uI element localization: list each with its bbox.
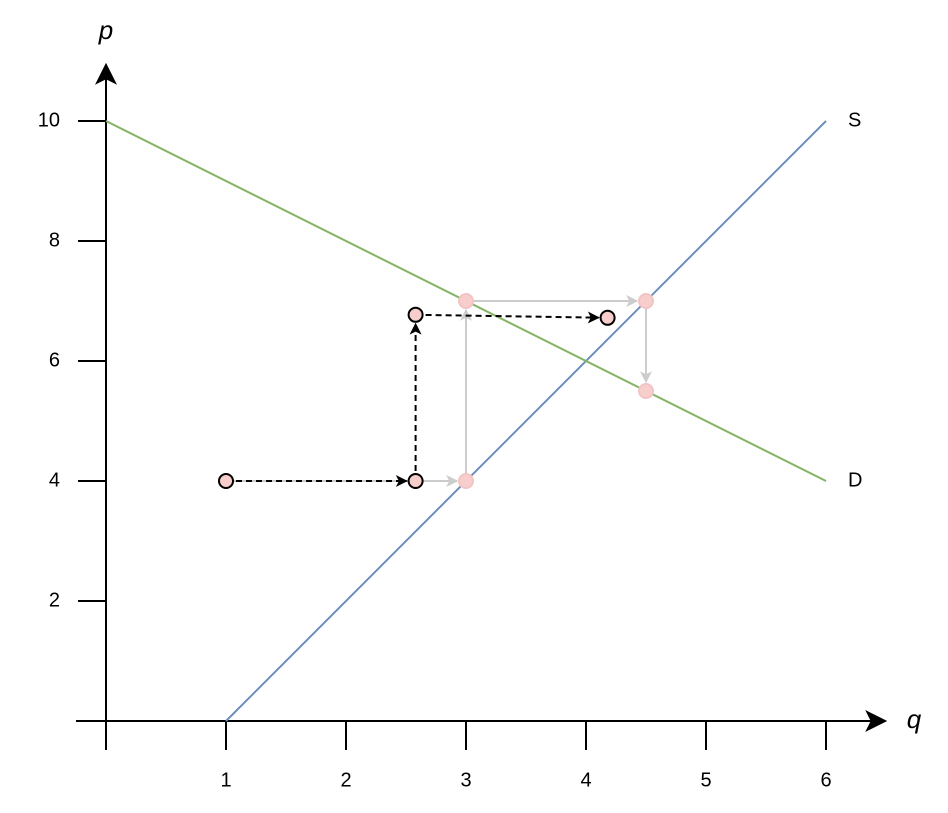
x-tick-label: 5 [700, 769, 711, 791]
x-tick-label: 6 [820, 769, 831, 791]
x-tick-label: 4 [580, 769, 591, 791]
x-tick-label: 2 [340, 769, 351, 791]
series-label: D [848, 469, 862, 491]
path-segment [415, 311, 600, 324]
path-point [407, 306, 424, 323]
path-point [638, 383, 654, 399]
path-point [407, 473, 424, 489]
x-axis-label: q [907, 704, 922, 734]
series-line [225, 120, 827, 722]
path-point [458, 293, 474, 309]
path-point [638, 293, 654, 309]
y-tick-label: 2 [49, 589, 60, 611]
x-tick-label: 3 [460, 769, 471, 791]
path-point [218, 473, 234, 489]
path-point [458, 473, 474, 489]
y-axis-label: p [98, 15, 113, 45]
path-point [599, 309, 616, 326]
series-label: S [848, 109, 861, 131]
y-tick-label: 6 [49, 349, 60, 371]
x-tick-label: 1 [220, 769, 231, 791]
y-tick-label: 4 [49, 469, 60, 491]
y-tick-label: 10 [38, 109, 60, 131]
y-tick-label: 8 [49, 229, 60, 251]
